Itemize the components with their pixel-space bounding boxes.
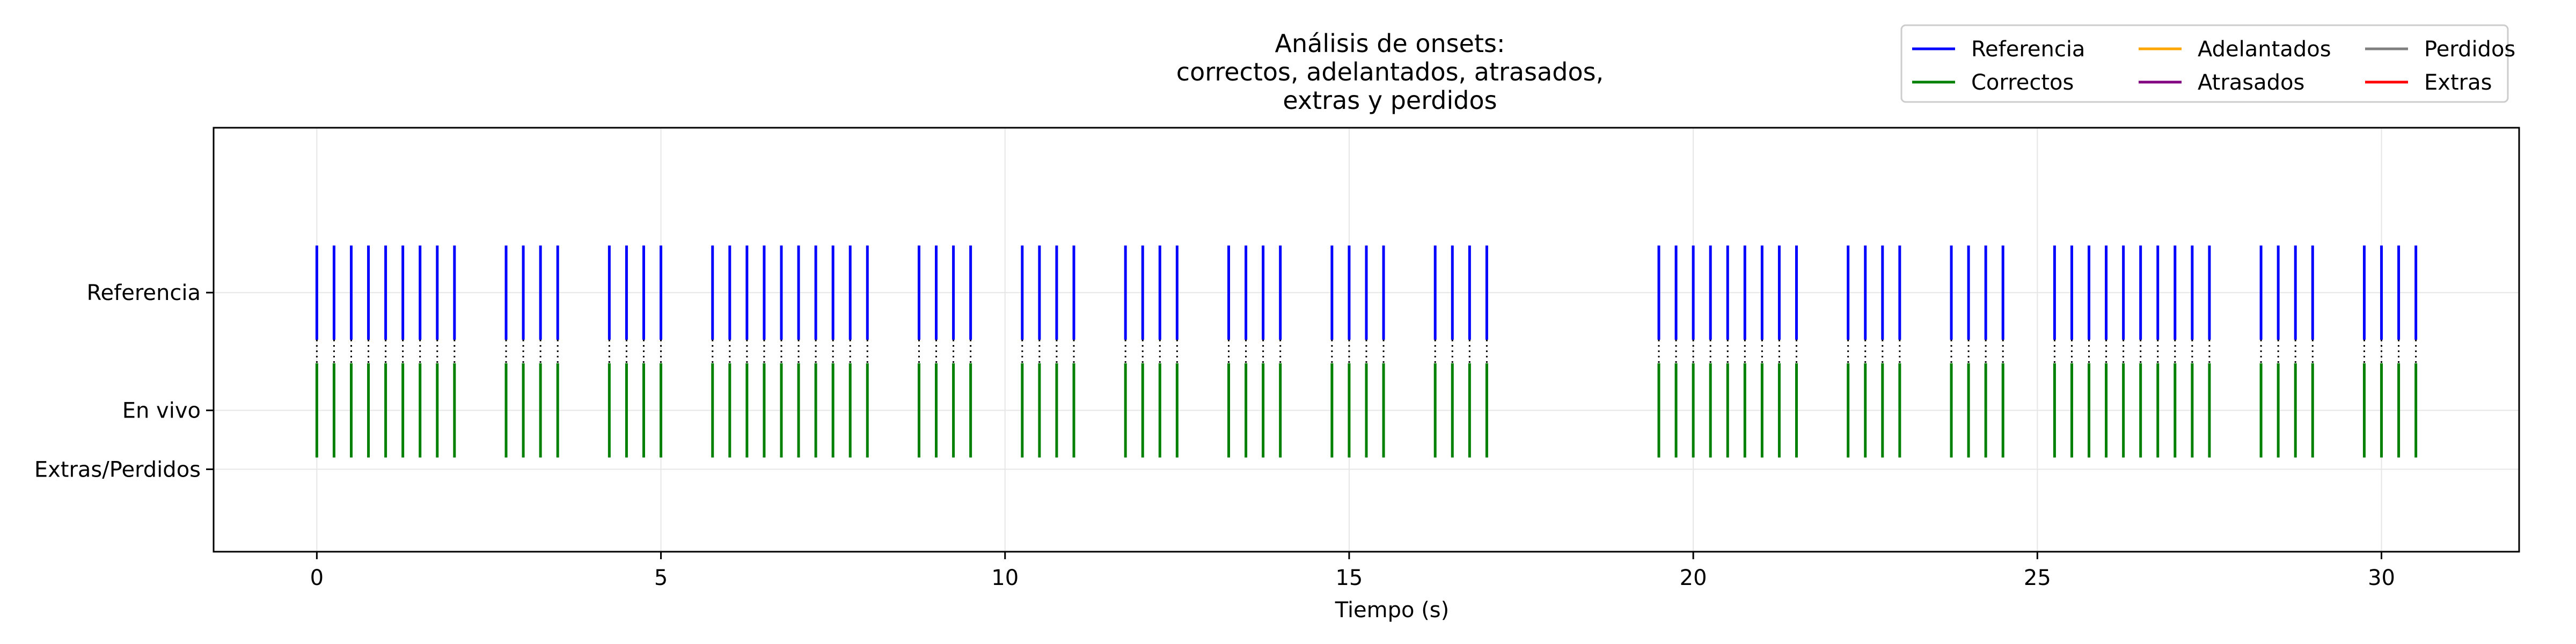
y-tick-label: Extras/Perdidos bbox=[34, 457, 201, 482]
legend: Referencia Adelantados Perdidos Correctos At… bbox=[1900, 24, 2515, 103]
series-referencia bbox=[315, 245, 2418, 340]
x-axis-ticks: 0 5 10 15 20 25 30 bbox=[310, 552, 2395, 590]
series-correctos bbox=[315, 363, 2418, 458]
x-tick-label: 15 bbox=[1335, 566, 1363, 590]
dotted-connectors bbox=[316, 340, 2417, 363]
y-tick-label: Referencia bbox=[87, 281, 201, 305]
chart-title: Análisis de onsets: correctos, adelantad… bbox=[1176, 29, 1604, 115]
chart-title-line-2: correctos, adelantados, atrasados, bbox=[1176, 57, 1604, 86]
legend-label: Atrasados bbox=[2198, 70, 2304, 95]
event-series bbox=[315, 245, 2418, 458]
chart-title-line-3: extras y perdidos bbox=[1283, 86, 1497, 115]
y-tick-label: En vivo bbox=[122, 399, 201, 423]
y-axis-ticks: Referencia En vivo Extras/Perdidos bbox=[34, 281, 214, 482]
x-axis-label: Tiempo (s) bbox=[1335, 598, 1450, 623]
legend-label: Extras bbox=[2424, 70, 2492, 95]
x-tick-label: 30 bbox=[2368, 566, 2395, 590]
legend-box bbox=[1900, 24, 2509, 103]
chart-title-line-1: Análisis de onsets: bbox=[1275, 29, 1505, 58]
x-tick-label: 5 bbox=[654, 566, 668, 590]
x-tick-label: 20 bbox=[1680, 566, 1707, 590]
legend-label: Referencia bbox=[1971, 37, 2085, 62]
x-tick-label: 10 bbox=[991, 566, 1019, 590]
legend-label: Adelantados bbox=[2198, 37, 2331, 62]
legend-label: Correctos bbox=[1971, 70, 2074, 95]
legend-label: Perdidos bbox=[2424, 37, 2515, 62]
x-tick-label: 0 bbox=[310, 566, 324, 590]
plot-frame bbox=[213, 127, 2520, 553]
x-tick-label: 25 bbox=[2024, 566, 2051, 590]
